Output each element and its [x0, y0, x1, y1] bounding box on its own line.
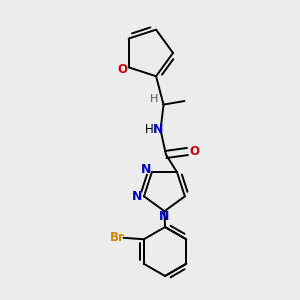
Text: O: O: [189, 145, 199, 158]
Text: H: H: [145, 123, 154, 136]
Text: N: N: [141, 164, 151, 176]
Text: N: N: [132, 190, 142, 203]
Text: H: H: [150, 94, 158, 104]
Text: N: N: [159, 210, 170, 223]
Text: O: O: [117, 63, 127, 76]
Text: Br: Br: [110, 231, 124, 244]
Text: N: N: [152, 123, 163, 136]
